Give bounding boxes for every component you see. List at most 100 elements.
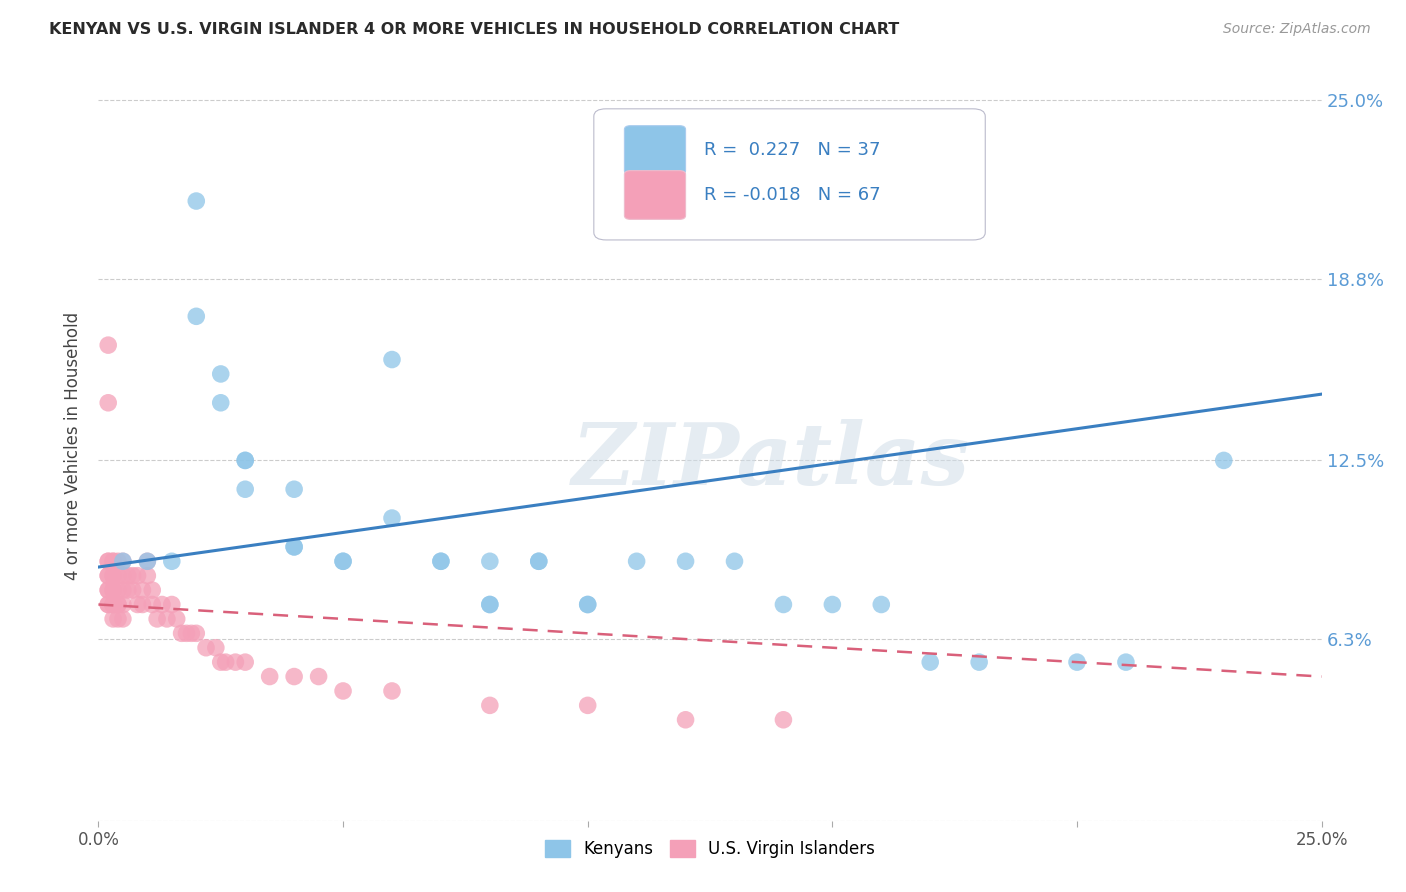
Point — [127, 568, 149, 582]
Point — [233, 453, 256, 467]
FancyBboxPatch shape — [624, 170, 686, 219]
Point — [111, 583, 134, 598]
Point — [478, 698, 501, 713]
Point — [283, 482, 305, 496]
Point — [209, 396, 232, 410]
Point — [107, 598, 129, 612]
Point — [870, 598, 893, 612]
Point — [146, 612, 169, 626]
Text: R =  0.227   N = 37: R = 0.227 N = 37 — [704, 141, 880, 159]
FancyBboxPatch shape — [593, 109, 986, 240]
Point — [478, 598, 501, 612]
Point — [1115, 655, 1137, 669]
Point — [821, 598, 844, 612]
Point — [209, 367, 232, 381]
Point — [131, 598, 153, 612]
Point — [160, 554, 183, 568]
Point — [101, 598, 124, 612]
Point — [332, 554, 354, 568]
Point — [156, 612, 179, 626]
Point — [97, 554, 120, 568]
Point — [214, 655, 236, 669]
Point — [478, 598, 501, 612]
Point — [283, 540, 305, 554]
Point — [576, 698, 599, 713]
Point — [478, 554, 501, 568]
Point — [136, 568, 159, 582]
Point — [160, 598, 183, 612]
Point — [111, 554, 134, 568]
Point — [111, 568, 134, 582]
Point — [233, 482, 256, 496]
Point — [186, 310, 208, 324]
Point — [101, 568, 124, 582]
Point — [180, 626, 202, 640]
Point — [101, 612, 124, 626]
Point — [224, 655, 246, 669]
Point — [381, 684, 404, 698]
Point — [97, 568, 120, 582]
Point — [136, 554, 159, 568]
Point — [101, 583, 124, 598]
Point — [97, 554, 120, 568]
Point — [527, 554, 550, 568]
Point — [111, 554, 134, 568]
Point — [170, 626, 193, 640]
Point — [101, 583, 124, 598]
Point — [332, 554, 354, 568]
Point — [576, 598, 599, 612]
Point — [101, 598, 124, 612]
Point — [527, 554, 550, 568]
Point — [117, 583, 139, 598]
Point — [107, 612, 129, 626]
Point — [141, 583, 163, 598]
Point — [308, 669, 330, 683]
Point — [136, 554, 159, 568]
Point — [127, 598, 149, 612]
Point — [97, 598, 120, 612]
Point — [107, 554, 129, 568]
Point — [430, 554, 453, 568]
Point — [111, 598, 134, 612]
Point — [205, 640, 228, 655]
Point — [107, 583, 129, 598]
FancyBboxPatch shape — [624, 126, 686, 175]
Point — [675, 713, 697, 727]
Point — [381, 352, 404, 367]
Point — [283, 669, 305, 683]
Point — [101, 568, 124, 582]
Point — [121, 568, 143, 582]
Point — [723, 554, 745, 568]
Point — [107, 598, 129, 612]
Text: R = -0.018   N = 67: R = -0.018 N = 67 — [704, 186, 880, 204]
Point — [430, 554, 453, 568]
Point — [209, 655, 232, 669]
Point — [186, 194, 208, 208]
Text: KENYAN VS U.S. VIRGIN ISLANDER 4 OR MORE VEHICLES IN HOUSEHOLD CORRELATION CHART: KENYAN VS U.S. VIRGIN ISLANDER 4 OR MORE… — [49, 22, 900, 37]
Point — [576, 598, 599, 612]
Point — [97, 583, 120, 598]
Point — [772, 713, 794, 727]
Text: Source: ZipAtlas.com: Source: ZipAtlas.com — [1223, 22, 1371, 37]
Point — [195, 640, 218, 655]
Point — [101, 598, 124, 612]
Point — [186, 626, 208, 640]
Point — [117, 568, 139, 582]
Point — [675, 554, 697, 568]
Point — [381, 511, 404, 525]
Point — [967, 655, 990, 669]
Point — [920, 655, 942, 669]
Point — [97, 583, 120, 598]
Point — [176, 626, 198, 640]
Point — [233, 453, 256, 467]
Point — [150, 598, 173, 612]
Point — [121, 583, 143, 598]
Point — [259, 669, 281, 683]
Point — [97, 598, 120, 612]
Point — [97, 568, 120, 582]
Y-axis label: 4 or more Vehicles in Household: 4 or more Vehicles in Household — [65, 312, 83, 580]
Point — [141, 598, 163, 612]
Point — [626, 554, 648, 568]
Point — [101, 554, 124, 568]
Point — [107, 568, 129, 582]
